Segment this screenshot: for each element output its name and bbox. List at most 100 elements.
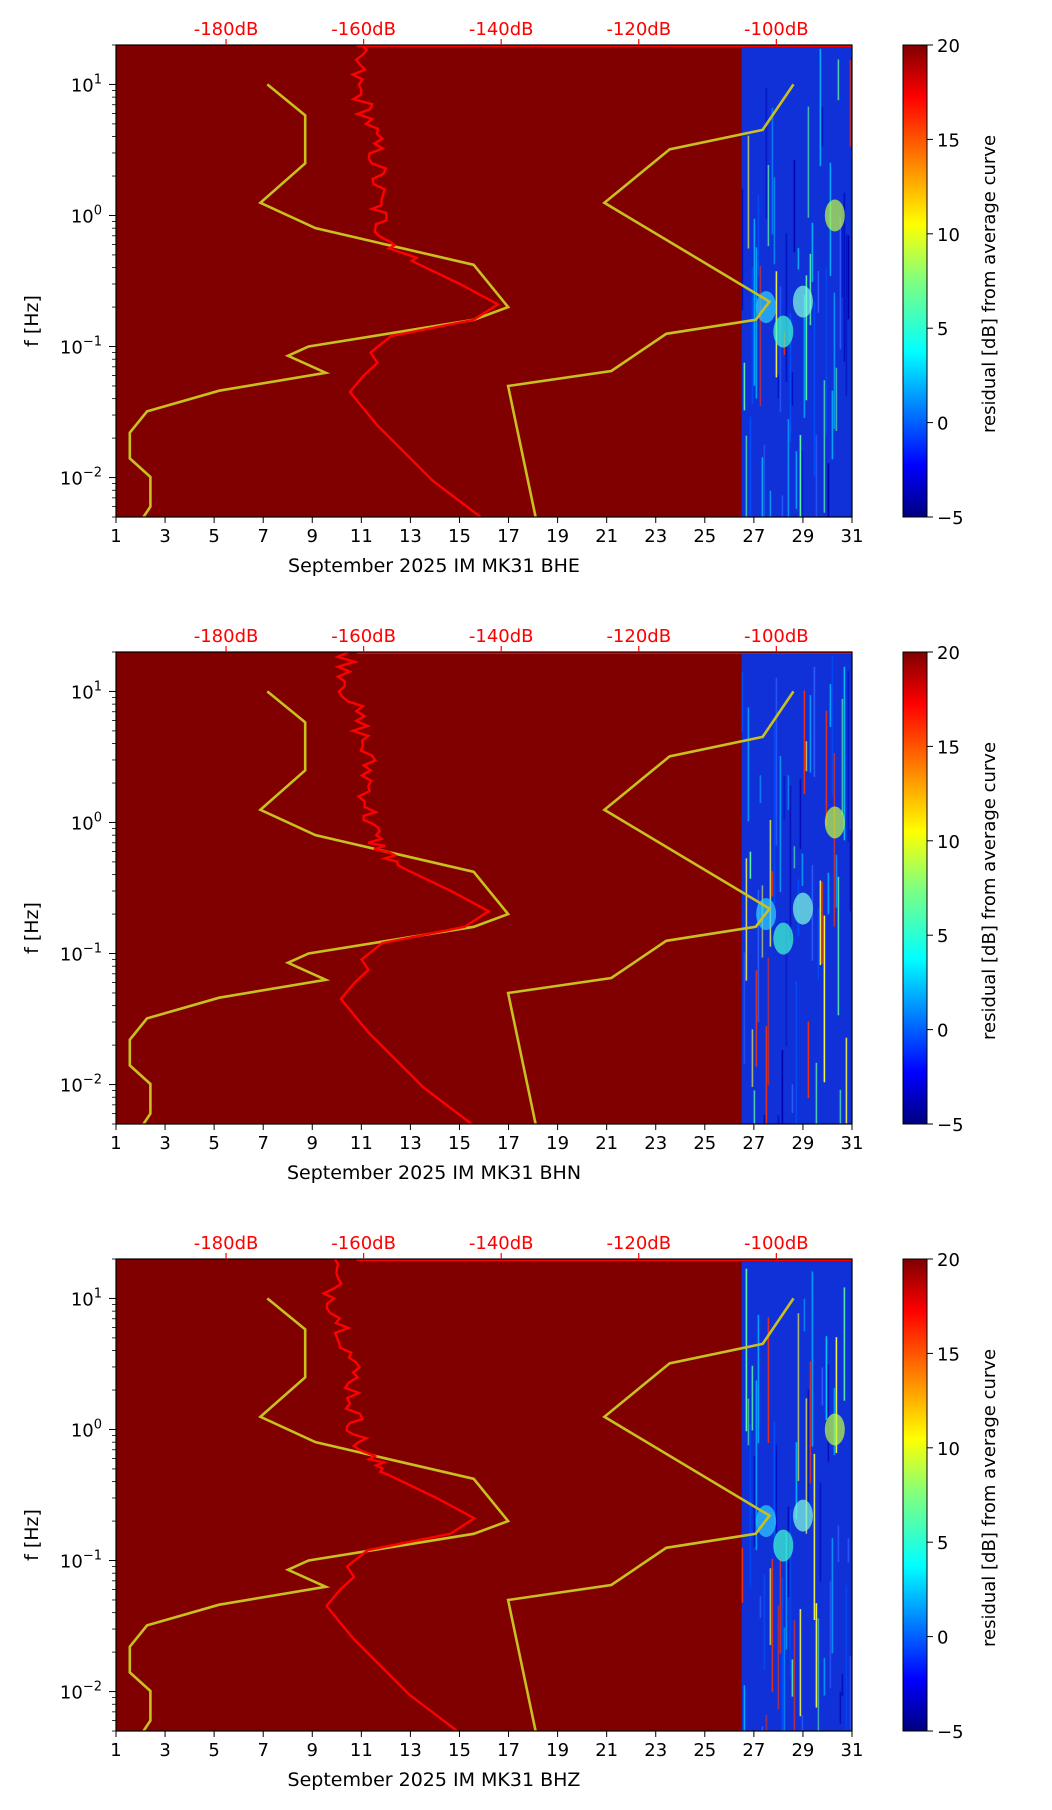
heatmap-stripe (757, 1314, 760, 1444)
red-median-curve (320, 1259, 477, 1731)
y-tick-base: 10 (71, 1420, 94, 1441)
heatmap-stripe (791, 372, 794, 406)
heatmap-stripe (833, 753, 836, 927)
heatmap-stripe (767, 164, 770, 247)
y-tick-label: 10−1 (60, 1549, 102, 1573)
x-tick-label: 13 (399, 1133, 422, 1154)
x-tick-label: 17 (497, 1133, 520, 1154)
heatmap-stripe (793, 846, 796, 869)
heatmap-stripe (761, 457, 764, 517)
heatmap-background (116, 1259, 852, 1731)
colorbar-tick-label: 20 (937, 1250, 960, 1271)
heatmap-stripe (849, 1656, 852, 1731)
heatmap-stripe (819, 48, 822, 167)
heatmap-stripe (815, 1062, 818, 1124)
plot-frame (115, 1258, 853, 1732)
heatmap-stripe (817, 1618, 820, 1731)
heatmap-stripe (805, 275, 808, 401)
heatmap-stripe (821, 1367, 824, 1406)
heatmap-stripe (789, 1509, 792, 1678)
top-tick-label: -160dB (331, 1233, 396, 1254)
heatmap-stripe (825, 1336, 828, 1420)
heatmap-stripe (779, 756, 782, 893)
y-tick-base: 10 (60, 338, 83, 359)
heatmap-stripe (847, 235, 850, 320)
y-tick-base: 10 (71, 75, 94, 96)
colorbar: 20 15 10 5 0 −5 residual [dB] from average cur… (902, 36, 1000, 529)
x-tick-label: 3 (159, 1740, 170, 1761)
heatmap-stripe (791, 1084, 794, 1113)
y-tick-label: 10−1 (60, 335, 102, 359)
heatmap-stripe (837, 59, 840, 101)
heatmap-stripe (823, 1657, 826, 1696)
heatmap-stripe (785, 1532, 788, 1650)
heatmap-stripe (799, 1609, 802, 1717)
heatmap-stripe (849, 829, 852, 912)
top-tick-label: -100dB (744, 19, 809, 40)
heatmap-stripe (765, 1026, 768, 1124)
x-tick-label: 7 (257, 526, 268, 547)
heatmap-stripe (835, 367, 838, 432)
x-tick-label: 15 (448, 1740, 471, 1761)
heatmap-data-region (741, 1259, 852, 1731)
top-tick-label: -140dB (469, 626, 534, 647)
colorbar-tick-label: 15 (937, 130, 960, 151)
x-tick-label: 27 (742, 526, 765, 547)
x-tick-label: 15 (448, 526, 471, 547)
heatmap-stripe (787, 775, 790, 810)
heatmap-stripe (829, 684, 832, 727)
heatmap-stripe (801, 853, 804, 886)
x-tick-label: 19 (546, 1740, 569, 1761)
heatmap-stripe (839, 1089, 842, 1124)
yellow-model-curve-low (128, 83, 511, 517)
y-tick-base: 10 (71, 682, 94, 703)
heatmap-stripe (759, 775, 762, 804)
y-tick-label: 101 (71, 72, 102, 96)
heatmap-stripe (845, 234, 848, 397)
heatmap-stripe (843, 666, 846, 841)
heatmap-stripe (805, 1398, 808, 1534)
heatmap-stripe (779, 1559, 782, 1654)
top-tick-label: -120dB (606, 626, 671, 647)
heatmap-blob (773, 315, 794, 348)
y-tick-base: 10 (71, 206, 94, 227)
heatmap-stripe (743, 952, 746, 1064)
heatmap-stripe (839, 217, 842, 350)
heatmap-stripe (745, 858, 748, 981)
x-tick-label: 15 (448, 1133, 471, 1154)
heatmap-stripe (771, 1558, 774, 1692)
heatmap-stripe (803, 294, 806, 418)
y-tick-exponent: −1 (83, 942, 102, 957)
heatmap-stripe (831, 655, 834, 796)
x-tick-label: 3 (159, 1133, 170, 1154)
x-tick-label: 27 (742, 1740, 765, 1761)
colorbar-tick-label: 0 (937, 414, 948, 435)
heatmap-stripe (753, 1090, 756, 1124)
x-tick-label: 1 (110, 1740, 121, 1761)
x-axis-label: September 2025 IM MK31 BHZ (288, 1769, 581, 1791)
heatmap-stripe (811, 1271, 814, 1447)
colorbar-label: residual [dB] from average curve (979, 742, 1000, 1040)
heatmap-stripe (747, 707, 750, 822)
x-tick-label: 31 (841, 526, 864, 547)
heatmap-stripe (837, 876, 840, 1016)
x-tick-label: 21 (595, 1133, 618, 1154)
heatmap-stripe (823, 915, 826, 1083)
heatmap-stripe (793, 1620, 796, 1731)
heatmap-stripe (813, 301, 816, 477)
x-tick-label: 11 (350, 1133, 373, 1154)
heatmap-stripe (781, 1050, 784, 1124)
heatmap-stripe (845, 1037, 848, 1124)
heatmap-stripe (821, 881, 824, 964)
heatmap-stripe (743, 1685, 746, 1731)
y-tick-exponent: 1 (94, 72, 102, 87)
heatmap-stripe (769, 490, 772, 517)
y-tick-label: 10−2 (60, 1680, 102, 1704)
heatmap-stripe (809, 695, 812, 773)
heatmap-stripe (817, 270, 820, 313)
heatmap-blob (792, 892, 813, 925)
heatmap-stripe (817, 908, 820, 979)
heatmap-stripe (751, 1029, 754, 1087)
heatmap-stripe (845, 1585, 848, 1731)
